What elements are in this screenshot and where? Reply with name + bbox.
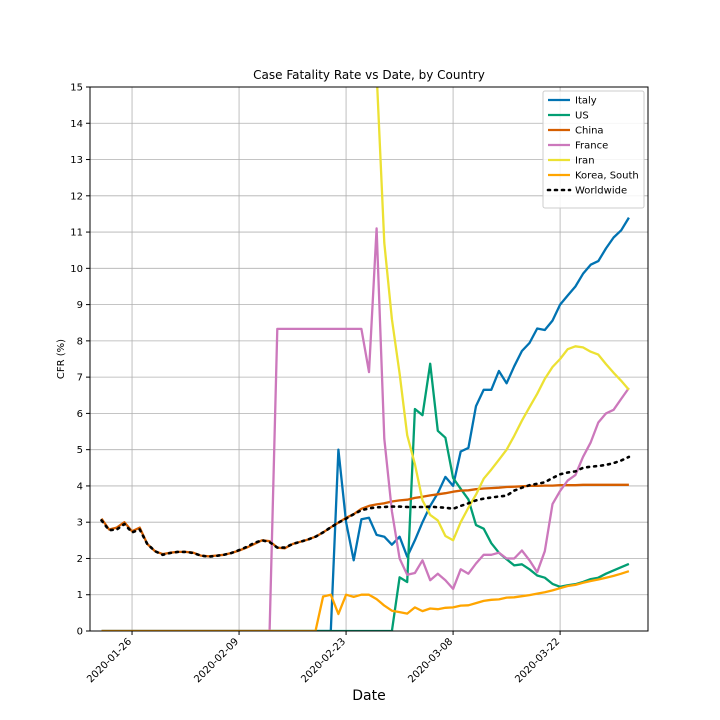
series-line-iran xyxy=(376,87,630,542)
plot-frame xyxy=(89,86,649,632)
x-tick-label: 2020-03-08 xyxy=(406,636,455,685)
y-tick-label: 2 xyxy=(77,554,83,565)
legend-box xyxy=(542,90,645,209)
y-tick-label: 9 xyxy=(77,300,83,311)
x-tick-label: 2020-01-26 xyxy=(85,636,134,685)
legend-label: Italy xyxy=(575,96,597,107)
y-tick-label: 4 xyxy=(77,481,83,492)
y-tick-label: 10 xyxy=(70,264,83,275)
y-tick-label: 13 xyxy=(70,155,83,166)
y-tick-label: 7 xyxy=(77,373,83,384)
x-axis-label: Date xyxy=(352,688,385,704)
chart-title: Case Fatality Rate vs Date, by Country xyxy=(253,68,485,82)
y-tick-label: 15 xyxy=(70,83,83,94)
x-tick-label: 2020-02-23 xyxy=(299,636,348,685)
legend-label: France xyxy=(575,141,608,152)
legend-label: US xyxy=(575,111,589,122)
y-tick-label: 12 xyxy=(70,191,83,202)
plot-area xyxy=(100,87,631,631)
y-tick-label: 3 xyxy=(77,518,83,529)
series-line-italy xyxy=(101,217,630,631)
x-axis-ticks: 2020-01-26 2020-02-09 2020-02-23 2020-03-08… xyxy=(85,631,562,685)
y-tick-label: 11 xyxy=(70,228,83,239)
legend: Italy US China France Iran Korea, South Worldw… xyxy=(542,90,645,209)
y-tick-label: 0 xyxy=(77,627,83,638)
series-layer xyxy=(100,87,631,631)
legend-label: China xyxy=(575,126,604,137)
legend-label: Korea, South xyxy=(575,171,639,182)
y-tick-label: 14 xyxy=(70,119,83,130)
series-line-korea-south xyxy=(101,570,630,631)
y-tick-label: 1 xyxy=(77,590,83,601)
legend-label: Iran xyxy=(575,156,595,167)
y-tick-label: 8 xyxy=(77,336,83,347)
series-line-worldwide xyxy=(100,455,631,558)
y-tick-label: 6 xyxy=(77,409,83,420)
x-tick-label: 2020-02-09 xyxy=(192,636,241,685)
y-axis-label: CFR (%) xyxy=(56,339,67,379)
series-line-france xyxy=(101,227,630,631)
legend-label: Worldwide xyxy=(575,186,627,197)
y-tick-label: 5 xyxy=(77,445,83,456)
x-tick-label: 2020-03-22 xyxy=(513,636,562,685)
